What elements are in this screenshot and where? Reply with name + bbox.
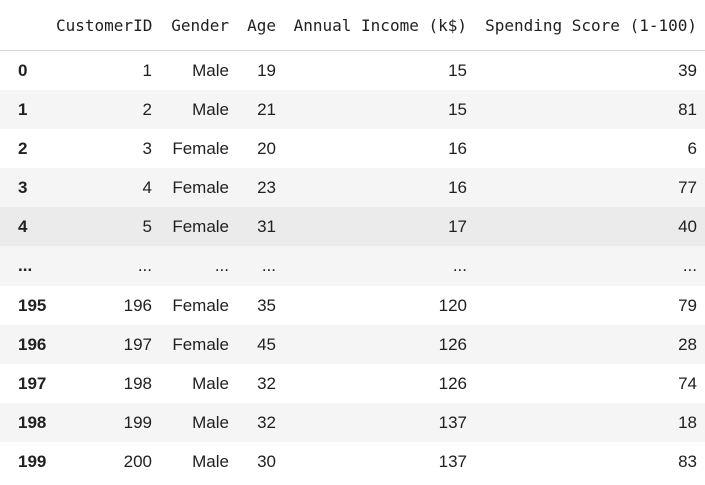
cell-gender: Female xyxy=(172,334,229,354)
cell-age: 31 xyxy=(257,216,276,236)
cell-spending-score: 81 xyxy=(678,99,697,119)
table-body: 0 1 Male 19 15 39 1 2 Male 21 15 81 2 3 … xyxy=(0,51,705,482)
row-index: ... xyxy=(18,256,33,275)
cell-customerid: 1 xyxy=(142,60,152,80)
cell-age: 21 xyxy=(257,99,276,119)
cell-annual-income: 137 xyxy=(438,412,467,432)
cell-age: 23 xyxy=(257,177,276,197)
row-index: 3 xyxy=(18,177,28,197)
cell-age: 35 xyxy=(257,295,276,315)
cell-annual-income: 16 xyxy=(448,177,467,197)
row-index: 0 xyxy=(18,60,28,80)
cell-customerid: 5 xyxy=(142,216,152,236)
cell-spending-score: 83 xyxy=(678,451,697,471)
cell-gender: Female xyxy=(172,216,229,236)
table-row: 199 200 Male 30 137 83 xyxy=(0,442,705,481)
cell-customerid: 197 xyxy=(123,334,152,354)
table-header: CustomerID Gender Age Annual Income (k$)… xyxy=(0,0,705,51)
table-row: 198 199 Male 32 137 18 xyxy=(0,403,705,442)
cell-gender: Male xyxy=(192,99,229,119)
column-header-gender: Gender xyxy=(160,0,237,51)
cell-age: 32 xyxy=(257,373,276,393)
cell-annual-income: 16 xyxy=(448,138,467,158)
column-header-age: Age xyxy=(237,0,284,51)
cell-spending-score: 28 xyxy=(678,334,697,354)
cell-customerid: 200 xyxy=(123,451,152,471)
column-header-customerid: CustomerID xyxy=(48,0,160,51)
cell-customerid: 198 xyxy=(123,373,152,393)
cell-customerid: 196 xyxy=(123,295,152,315)
table-row: 1 2 Male 21 15 81 xyxy=(0,90,705,129)
row-index: 2 xyxy=(18,138,28,158)
table-row: 195 196 Female 35 120 79 xyxy=(0,286,705,325)
cell-gender: Male xyxy=(192,412,229,432)
column-header-spending-score: Spending Score (1-100) xyxy=(475,0,705,51)
cell-gender: Male xyxy=(192,451,229,471)
cell-customerid: 4 xyxy=(142,177,152,197)
cell-annual-income: 120 xyxy=(438,295,467,315)
cell-spending-score: 39 xyxy=(678,60,697,80)
cell-age: 19 xyxy=(257,60,276,80)
cell-annual-income: 15 xyxy=(448,99,467,119)
row-index: 197 xyxy=(18,373,47,393)
header-row: CustomerID Gender Age Annual Income (k$)… xyxy=(0,0,705,51)
cell-annual-income: 126 xyxy=(438,373,467,393)
row-index: 195 xyxy=(18,295,47,315)
cell-customerid: 199 xyxy=(123,412,152,432)
row-index: 198 xyxy=(18,412,47,432)
column-header-annual-income: Annual Income (k$) xyxy=(284,0,475,51)
table-row: 0 1 Male 19 15 39 xyxy=(0,51,705,91)
table-row: 4 5 Female 31 17 40 xyxy=(0,207,705,246)
row-index: 196 xyxy=(18,334,47,354)
cell-spending-score: 40 xyxy=(678,216,697,236)
cell-age: ... xyxy=(261,256,276,275)
cell-age: 20 xyxy=(257,138,276,158)
cell-annual-income: 17 xyxy=(448,216,467,236)
table-row: 2 3 Female 20 16 6 xyxy=(0,129,705,168)
cell-gender: Male xyxy=(192,60,229,80)
row-index: 4 xyxy=(18,216,28,236)
cell-customerid: 2 xyxy=(142,99,152,119)
row-index: 1 xyxy=(18,99,28,119)
cell-age: 45 xyxy=(257,334,276,354)
cell-gender: Female xyxy=(172,138,229,158)
index-header xyxy=(0,0,48,51)
table-row: 3 4 Female 23 16 77 xyxy=(0,168,705,207)
cell-spending-score: 79 xyxy=(678,295,697,315)
cell-customerid: ... xyxy=(137,256,152,275)
cell-spending-score: 6 xyxy=(687,138,697,158)
cell-gender: Female xyxy=(172,177,229,197)
cell-gender: Male xyxy=(192,373,229,393)
table-row: 196 197 Female 45 126 28 xyxy=(0,325,705,364)
cell-spending-score: 74 xyxy=(678,373,697,393)
table-row-ellipsis: ... ... ... ... ... ... xyxy=(0,246,705,286)
cell-age: 32 xyxy=(257,412,276,432)
cell-customerid: 3 xyxy=(142,138,152,158)
cell-annual-income: ... xyxy=(452,256,467,275)
cell-gender: ... xyxy=(214,256,229,275)
row-index: 199 xyxy=(18,451,47,471)
cell-spending-score: 77 xyxy=(678,177,697,197)
cell-spending-score: ... xyxy=(682,256,697,275)
cell-gender: Female xyxy=(172,295,229,315)
cell-annual-income: 126 xyxy=(438,334,467,354)
table-row: 197 198 Male 32 126 74 xyxy=(0,364,705,403)
cell-annual-income: 137 xyxy=(438,451,467,471)
cell-spending-score: 18 xyxy=(678,412,697,432)
cell-annual-income: 15 xyxy=(448,60,467,80)
cell-age: 30 xyxy=(257,451,276,471)
